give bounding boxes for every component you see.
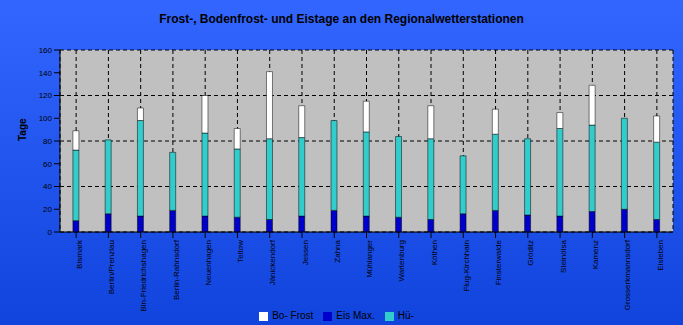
svg-text:Neuenhagen: Neuenhagen xyxy=(204,240,213,286)
html-text:Hü-: Hü- xyxy=(397,310,414,321)
svg-text:Kamenz: Kamenz xyxy=(591,240,600,269)
html-text:Eis Max.: Eis Max. xyxy=(336,310,375,321)
html-text:Bo- Frost: Bo- Frost xyxy=(272,310,314,321)
svg-text:120: 120 xyxy=(39,91,53,100)
svg-text:60: 60 xyxy=(43,160,52,169)
svg-text:Mühlanger: Mühlanger xyxy=(365,240,374,278)
svg-text:0: 0 xyxy=(48,228,53,237)
svg-text:Köthen: Köthen xyxy=(430,240,439,265)
svg-text:100: 100 xyxy=(39,114,53,123)
svg-text:Wartenburg: Wartenburg xyxy=(397,240,406,282)
svg-text:Zahna: Zahna xyxy=(333,239,342,262)
svg-text:Gröditz: Gröditz xyxy=(526,240,535,266)
svg-text:140: 140 xyxy=(39,69,53,78)
svg-text:Bismark: Bismark xyxy=(75,239,84,269)
svg-text:Teltow: Teltow xyxy=(236,240,245,263)
svg-text:160: 160 xyxy=(39,46,53,55)
svg-text:Bln-Friedrichshagen: Bln-Friedrichshagen xyxy=(139,240,148,312)
svg-text:20: 20 xyxy=(43,205,52,214)
svg-text:Eisleben: Eisleben xyxy=(656,240,665,271)
svg-text:Finsterwalde: Finsterwalde xyxy=(494,239,503,285)
svg-text:Flug-Kirchhain: Flug-Kirchhain xyxy=(462,240,471,292)
svg-text:Jänickendorf: Jänickendorf xyxy=(268,239,277,285)
svg-text:Jessen: Jessen xyxy=(301,240,310,265)
svg-text:Berlin-Rahnsdorf: Berlin-Rahnsdorf xyxy=(172,239,181,300)
svg-text:Steinölsa: Steinölsa xyxy=(559,239,568,272)
svg-text:40: 40 xyxy=(43,182,52,191)
svg-text:80: 80 xyxy=(43,137,52,146)
svg-text:Grosserkmannsdorf: Grosserkmannsdorf xyxy=(623,239,632,310)
html-text:Frost-, Bodenfrost- und Eistag: Frost-, Bodenfrost- und Eistage an den R… xyxy=(159,12,524,26)
svg-text:Tage: Tage xyxy=(17,118,28,141)
svg-text:Berlin/Prenzlau: Berlin/Prenzlau xyxy=(107,240,116,294)
